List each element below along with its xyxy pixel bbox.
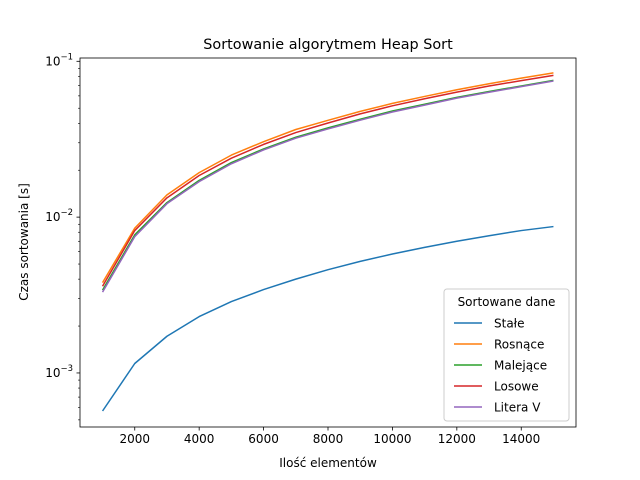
y-axis-label: Czas sortowania [s] xyxy=(17,183,31,301)
chart-title: Sortowanie algorytmem Heap Sort xyxy=(203,37,453,53)
series-line-stale xyxy=(101,225,554,412)
x-tick-label: 4000 xyxy=(184,432,215,446)
x-axis-label: Ilość elementów xyxy=(279,456,377,470)
x-axis-ticks: 2000 4000 6000 8000 10000 12000 14000 xyxy=(119,427,540,446)
x-tick-label: 2000 xyxy=(119,432,150,446)
legend-label-stale: Stałe xyxy=(494,317,524,331)
legend-label-losowe: Losowe xyxy=(494,380,539,394)
y-tick-label: 10−2 xyxy=(45,208,73,224)
x-tick-label: 8000 xyxy=(313,432,344,446)
series-line-litera-v xyxy=(101,80,554,293)
legend-label-litera-v: Litera V xyxy=(494,401,541,415)
y-tick-label: 10−1 xyxy=(45,52,73,68)
plot-series xyxy=(101,72,554,412)
legend-box xyxy=(443,288,570,422)
series-line-rosnace xyxy=(101,72,554,283)
legend-label-rosnace: Rosnące xyxy=(494,338,544,352)
y-tick-label: 10−3 xyxy=(45,364,73,380)
x-tick-label: 12000 xyxy=(438,432,476,446)
x-tick-label: 14000 xyxy=(502,432,540,446)
series-line-malejace xyxy=(101,79,554,291)
x-tick-label: 6000 xyxy=(248,432,279,446)
series-line-losowe xyxy=(101,74,554,287)
legend-title: Sortowane dane xyxy=(458,295,556,309)
legend-label-malejace: Malejące xyxy=(494,359,547,373)
y-axis-ticks: 10−3 10−2 10−1 xyxy=(45,52,80,421)
legend: Sortowane dane Stałe Rosnące Malejące Losowe… xyxy=(443,288,570,422)
x-tick-label: 10000 xyxy=(373,432,411,446)
